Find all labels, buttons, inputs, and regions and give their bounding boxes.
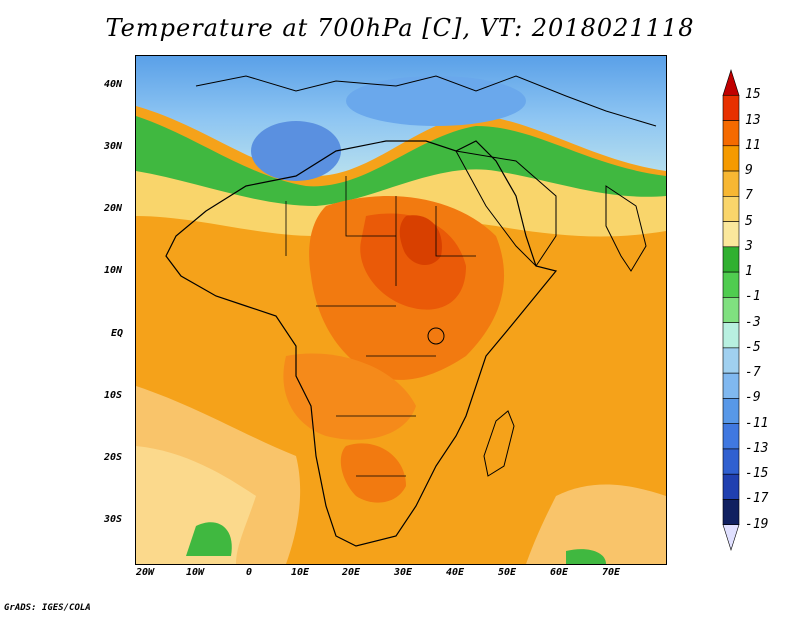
warm-core-hot: [399, 215, 442, 266]
lake-victoria: [427, 327, 445, 345]
mid-warm-patch: [283, 353, 416, 440]
colorbar-label: 7: [745, 188, 753, 204]
north-yellow-band: [136, 151, 666, 237]
cold-core-west: [251, 121, 341, 181]
colorbar-label: -15: [745, 466, 769, 482]
map-svg: [136, 56, 666, 564]
africa-outline: [165, 140, 558, 547]
colorbar-segment: [722, 398, 740, 424]
colorbar-label: 1: [745, 264, 753, 280]
lon-label-10e: 10E: [291, 567, 310, 578]
colorbar: [722, 69, 740, 551]
colorbar-segment: [722, 221, 740, 248]
colorbar-label: -7: [745, 365, 761, 381]
colorbar-label: -3: [745, 314, 761, 330]
green-patch-sw: [186, 522, 232, 556]
lat-label-30n: 30N: [104, 141, 123, 152]
colorbar-label: -5: [745, 339, 761, 355]
colorbar-label: 11: [745, 137, 761, 153]
colorbar-segment: [722, 297, 740, 323]
se-cool-region: [526, 484, 666, 564]
europe-coast: [195, 75, 657, 127]
lon-label-0: 0: [246, 567, 253, 578]
colorbar-label: -13: [745, 440, 769, 456]
lon-label-30e: 30E: [394, 567, 413, 578]
colorbar-segment: [722, 145, 740, 172]
colorbar-segment: [722, 120, 740, 147]
colorbar-segment: [722, 423, 740, 450]
lon-label-50e: 50E: [498, 567, 517, 578]
colorbar-segment: [722, 271, 740, 298]
lat-label-20n: 20N: [104, 203, 123, 214]
colorbar-segment: [722, 322, 740, 349]
colorbar-segment: [722, 94, 740, 121]
lat-label-20s: 20S: [104, 452, 123, 463]
colorbar-segment: [722, 246, 740, 273]
lat-label-eq: EQ: [111, 328, 124, 339]
temperature-map: [135, 55, 667, 565]
colorbar-label: -17: [745, 491, 769, 507]
colorbar-label: -11: [745, 415, 769, 431]
colorbar-segment: [722, 347, 740, 374]
colorbar-label: 5: [745, 213, 753, 229]
colorbar-segment: [722, 170, 740, 197]
colorbar-label: -9: [745, 390, 761, 406]
south-warm-patch: [340, 443, 406, 503]
lon-label-20e: 20E: [342, 567, 361, 578]
colorbar-segment: [722, 372, 740, 399]
lat-label-30s: 30S: [104, 514, 123, 525]
colorbar-segment: [722, 473, 740, 500]
lat-label-10n: 10N: [104, 265, 123, 276]
colorbar-label: 3: [745, 238, 753, 254]
lon-label-20w: 20W: [136, 567, 155, 578]
india-outline: [605, 185, 647, 272]
colorbar-label: 15: [745, 87, 761, 103]
colorbar-top-arrow: [722, 69, 740, 96]
colorbar-segment: [722, 448, 740, 475]
lon-label-70e: 70E: [602, 567, 621, 578]
colorbar-label: 13: [745, 112, 761, 128]
green-patch-se: [566, 549, 606, 564]
cold-core-central: [346, 76, 526, 126]
colorbar-bottom-arrow: [722, 524, 740, 551]
colorbar-segment: [722, 499, 740, 526]
country-borders: [285, 176, 476, 477]
lon-label-60e: 60E: [550, 567, 569, 578]
colorbar-label: -19: [745, 516, 769, 532]
chart-title: Temperature at 700hPa [C], VT: 201802111…: [105, 14, 695, 42]
lon-label-10w: 10W: [186, 567, 205, 578]
colorbar-label: -1: [745, 289, 761, 305]
madagascar-outline: [483, 410, 515, 477]
lat-label-40n: 40N: [104, 79, 123, 90]
colorbar-segment: [722, 196, 740, 222]
lat-label-10s: 10S: [104, 390, 123, 401]
north-green-band: [136, 116, 666, 206]
arabia-outline: [455, 150, 557, 267]
credit-text: GrADS: IGES/COLA: [4, 603, 91, 613]
lon-label-40e: 40E: [446, 567, 465, 578]
colorbar-label: 9: [745, 163, 753, 179]
